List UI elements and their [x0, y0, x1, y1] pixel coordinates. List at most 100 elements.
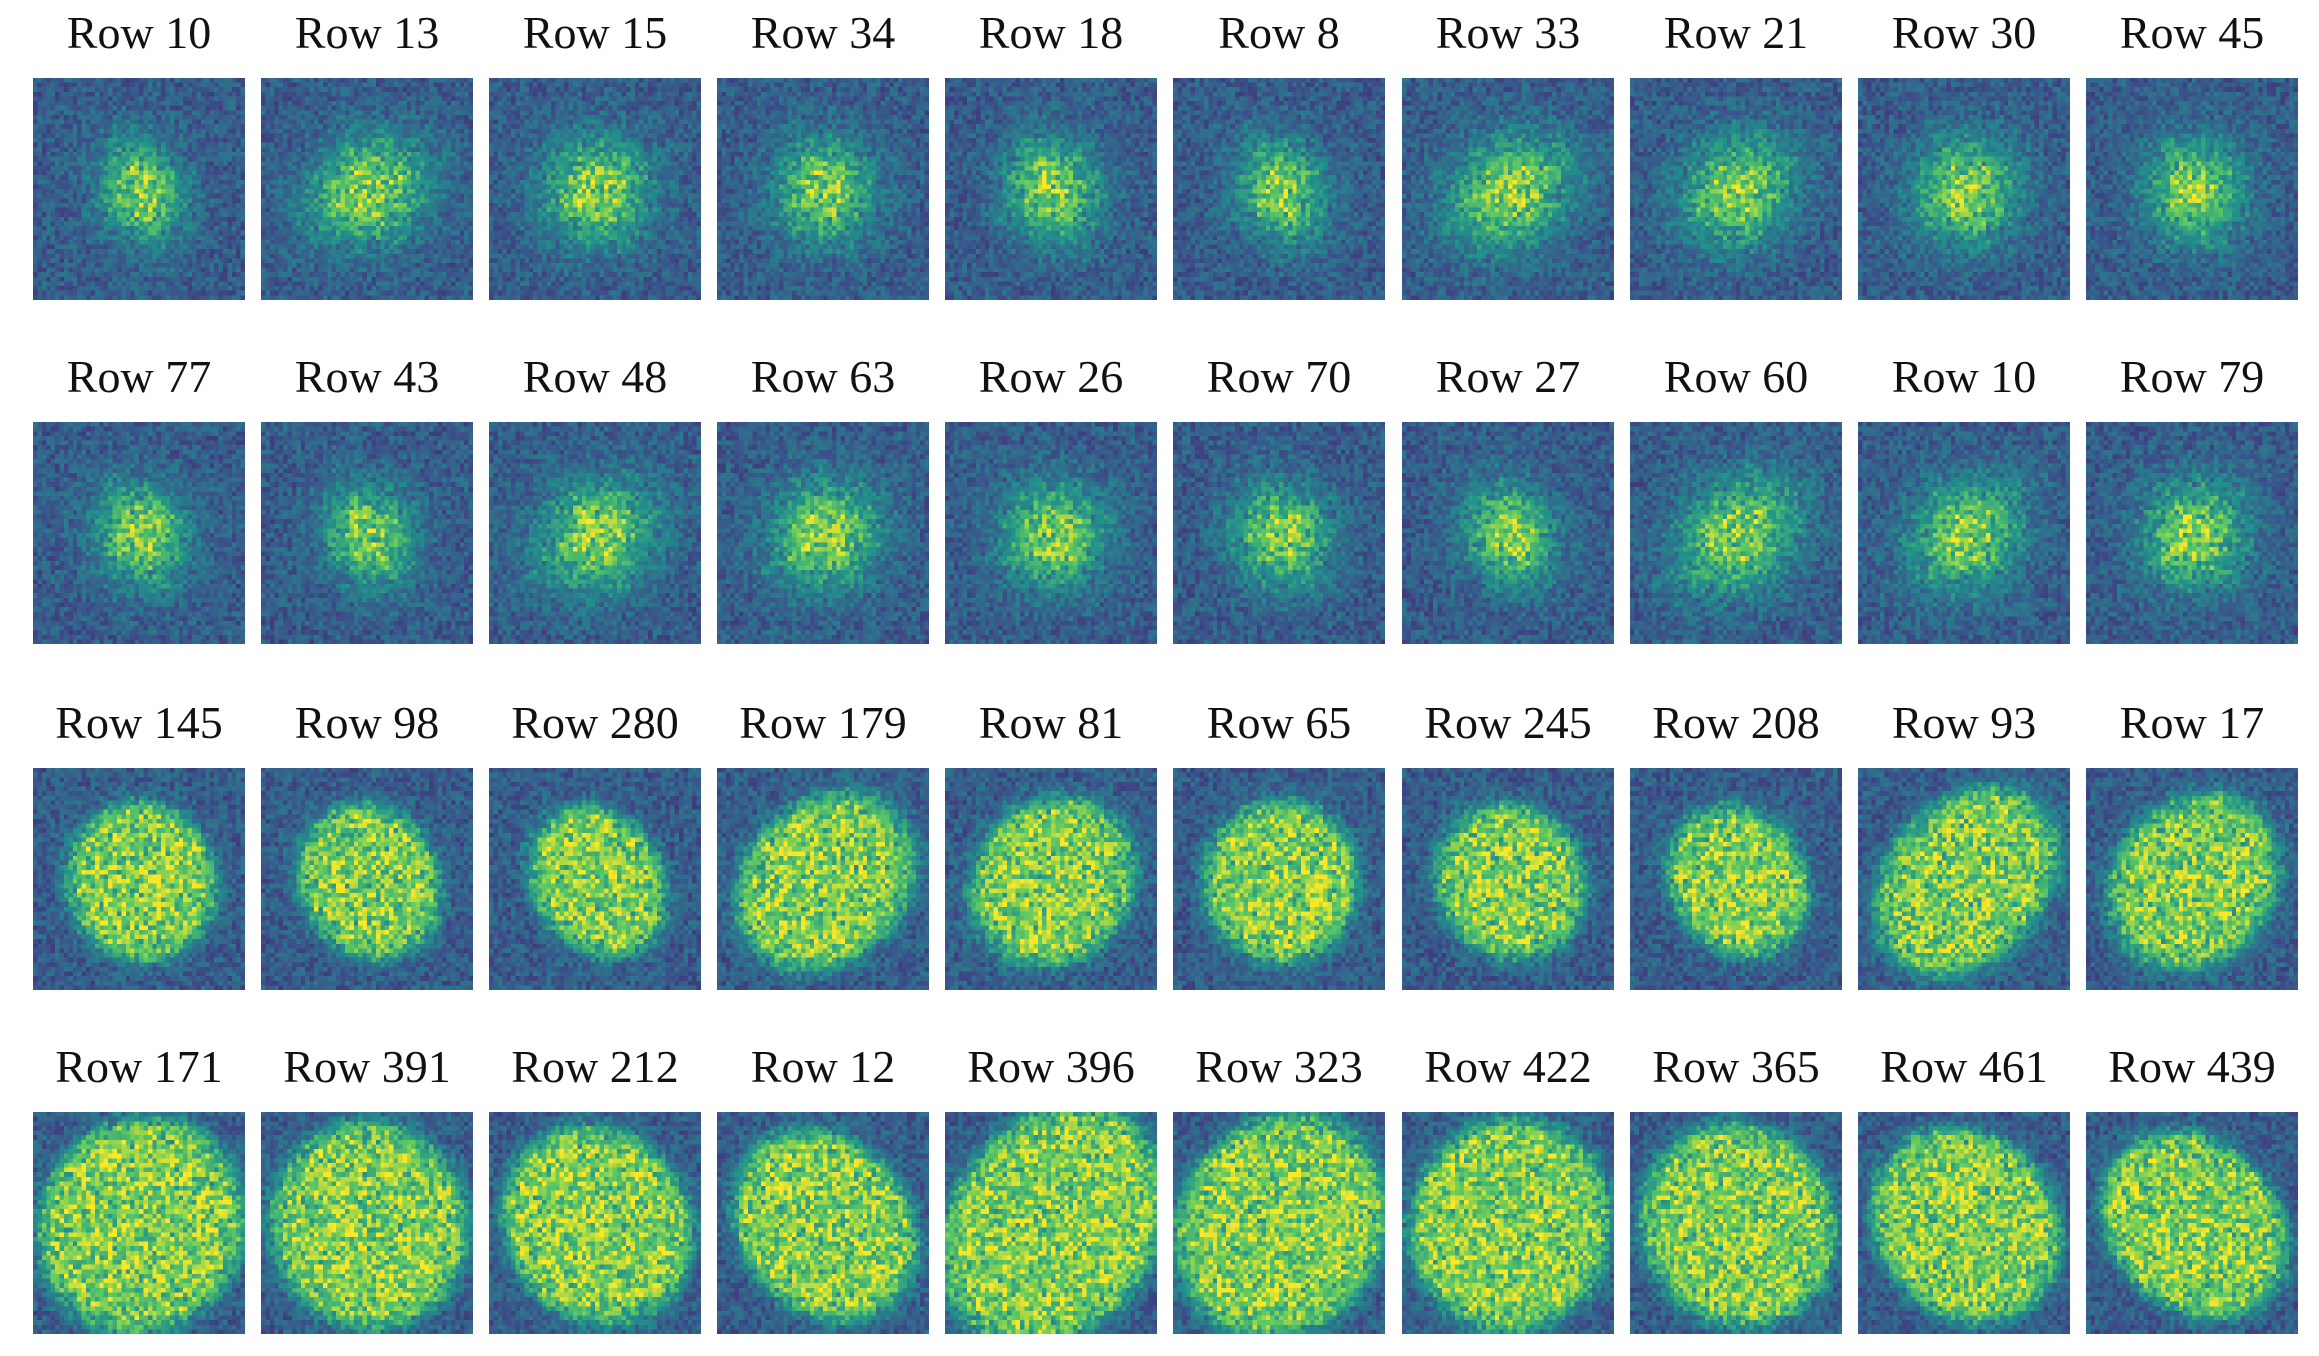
- pattern-panel: Row 396: [945, 1034, 1157, 1334]
- pattern-panel: Row 17: [2086, 690, 2298, 990]
- speckle-heatmap-image: [1173, 78, 1385, 300]
- panel-title: Row 8: [1218, 7, 1340, 58]
- panel-title: Row 145: [55, 697, 223, 748]
- speckle-heatmap-image: [1858, 1112, 2070, 1334]
- panel-title: Row 45: [2119, 7, 2265, 58]
- speckle-heatmap-image: [261, 768, 473, 990]
- panel-title: Row 171: [55, 1041, 223, 1092]
- panel-title: Row 323: [1195, 1041, 1363, 1092]
- panel-title: Row 30: [1891, 7, 2037, 58]
- pattern-panel: Row 48: [489, 344, 701, 644]
- pattern-panel: Row 27: [1402, 344, 1614, 644]
- speckle-heatmap-image: [33, 768, 245, 990]
- pattern-panel: Row 21: [1630, 0, 1842, 300]
- pattern-panel: Row 208: [1630, 690, 1842, 990]
- panel-title: Row 27: [1435, 351, 1581, 402]
- panel-title: Row 65: [1206, 697, 1352, 748]
- panel-title: Row 43: [294, 351, 440, 402]
- speckle-heatmap-image: [1630, 768, 1842, 990]
- speckle-heatmap-image: [1858, 768, 2070, 990]
- panel-title: Row 26: [978, 351, 1124, 402]
- panel-title: Row 10: [1891, 351, 2037, 402]
- pattern-panel: Row 81: [945, 690, 1157, 990]
- pattern-panel: Row 45: [2086, 0, 2298, 300]
- speckle-heatmap-image: [1630, 1112, 1842, 1334]
- pattern-panel: Row 18: [945, 0, 1157, 300]
- speckle-heatmap-image: [945, 78, 1157, 300]
- speckle-heatmap-image: [717, 422, 929, 644]
- speckle-heatmap-image: [1173, 422, 1385, 644]
- panel-title: Row 365: [1652, 1041, 1820, 1092]
- pattern-panel: Row 63: [717, 344, 929, 644]
- pattern-panel: Row 422: [1402, 1034, 1614, 1334]
- pattern-panel: Row 70: [1173, 344, 1385, 644]
- panel-title: Row 280: [511, 697, 679, 748]
- speckle-heatmap-image: [489, 78, 701, 300]
- speckle-heatmap-image: [1173, 1112, 1385, 1334]
- panel-title: Row 77: [66, 351, 212, 402]
- panel-title: Row 179: [739, 697, 907, 748]
- panel-title: Row 98: [294, 697, 440, 748]
- speckle-heatmap-image: [1402, 768, 1614, 990]
- pattern-panel: Row 10: [33, 0, 245, 300]
- panel-title: Row 13: [294, 7, 440, 58]
- panel-title: Row 93: [1891, 697, 2037, 748]
- speckle-heatmap-image: [2086, 768, 2298, 990]
- panel-title: Row 81: [978, 697, 1124, 748]
- speckle-heatmap-image: [489, 768, 701, 990]
- pattern-panel: Row 12: [717, 1034, 929, 1334]
- pattern-panel: Row 34: [717, 0, 929, 300]
- speckle-heatmap-image: [717, 768, 929, 990]
- pattern-panel: Row 179: [717, 690, 929, 990]
- panel-title: Row 422: [1424, 1041, 1592, 1092]
- pattern-panel: Row 439: [2086, 1034, 2298, 1334]
- panel-title: Row 12: [750, 1041, 896, 1092]
- speckle-heatmap-image: [2086, 1112, 2298, 1334]
- speckle-heatmap-image: [33, 78, 245, 300]
- speckle-heatmap-image: [1630, 78, 1842, 300]
- speckle-heatmap-image: [2086, 422, 2298, 644]
- panel-title: Row 63: [750, 351, 896, 402]
- pattern-panel: Row 98: [261, 690, 473, 990]
- pattern-panel: Row 77: [33, 344, 245, 644]
- pattern-panel: Row 33: [1402, 0, 1614, 300]
- speckle-heatmap-image: [1858, 78, 2070, 300]
- speckle-heatmap-image: [1173, 768, 1385, 990]
- speckle-heatmap-image: [261, 1112, 473, 1334]
- speckle-heatmap-image: [1402, 422, 1614, 644]
- panel-title: Row 10: [66, 7, 212, 58]
- pattern-panel: Row 65: [1173, 690, 1385, 990]
- speckle-heatmap-image: [945, 422, 1157, 644]
- panel-title: Row 60: [1663, 351, 1809, 402]
- pattern-panel: Row 145: [33, 690, 245, 990]
- panel-title: Row 391: [283, 1041, 451, 1092]
- panel-title: Row 48: [522, 351, 668, 402]
- speckle-heatmap-image: [261, 78, 473, 300]
- panel-title: Row 18: [978, 7, 1124, 58]
- speckle-heatmap-image: [1402, 1112, 1614, 1334]
- panel-title: Row 208: [1652, 697, 1820, 748]
- pattern-panel: Row 365: [1630, 1034, 1842, 1334]
- speckle-heatmap-image: [33, 422, 245, 644]
- panel-title: Row 17: [2119, 697, 2265, 748]
- speckle-heatmap-image: [2086, 78, 2298, 300]
- pattern-panel: Row 60: [1630, 344, 1842, 644]
- pattern-panel: Row 212: [489, 1034, 701, 1334]
- panel-title: Row 79: [2119, 351, 2265, 402]
- speckle-heatmap-image: [717, 78, 929, 300]
- panel-title: Row 245: [1424, 697, 1592, 748]
- speckle-heatmap-image: [945, 768, 1157, 990]
- pattern-panel: Row 43: [261, 344, 473, 644]
- panel-title: Row 461: [1880, 1041, 2048, 1092]
- pattern-panel: Row 13: [261, 0, 473, 300]
- speckle-heatmap-image: [717, 1112, 929, 1334]
- pattern-panel: Row 93: [1858, 690, 2070, 990]
- pattern-panel: Row 8: [1173, 0, 1385, 300]
- pattern-panel: Row 10: [1858, 344, 2070, 644]
- panel-title: Row 21: [1663, 7, 1809, 58]
- panel-title: Row 439: [2108, 1041, 2276, 1092]
- speckle-heatmap-image: [945, 1112, 1157, 1334]
- pattern-panel: Row 391: [261, 1034, 473, 1334]
- panel-title: Row 396: [967, 1041, 1135, 1092]
